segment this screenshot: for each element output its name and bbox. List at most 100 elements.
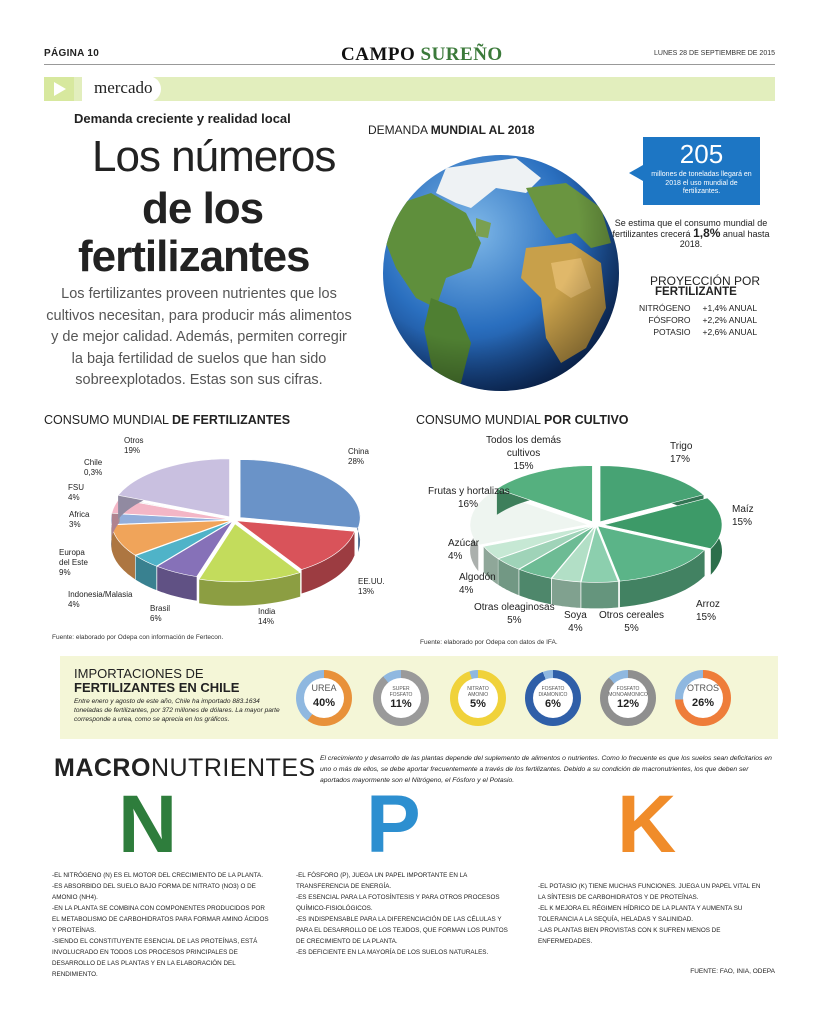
pie2-label: Trigo 17% xyxy=(670,441,693,465)
import-dial-value: 26% xyxy=(691,697,715,709)
macro-title: MACRONUTRIENTES xyxy=(54,754,316,783)
pie2-label: Soya 4% xyxy=(564,610,587,634)
growth-text: Se estima que el consumo mundial de fert… xyxy=(612,218,768,239)
letter-k: K xyxy=(617,779,677,870)
pie-slice-africa xyxy=(110,513,232,525)
projection-title-2: FERTILIZANTE xyxy=(655,286,737,298)
import-dial-otros: OTROS 26% xyxy=(675,670,731,726)
projection-title-1: PROYECCIÓN POR xyxy=(650,274,761,288)
phosphorus-column: -El fósforo (P), juega un papel importan… xyxy=(296,870,508,958)
headline-line-3: fertilizantes xyxy=(78,232,311,281)
projection-row: POTASIO +2,6% ANUAL xyxy=(635,327,761,337)
pie-slice-ee-uu- xyxy=(235,520,355,570)
pie2-label: Maíz 15% xyxy=(732,504,754,528)
growth-note: Se estima que el consumo mundial de fert… xyxy=(612,218,770,249)
pie2-label: Todos los demás cultivos 15% xyxy=(486,435,562,472)
pie-slice-side xyxy=(551,578,581,608)
import-dial-super-fosfato: SUPER FOSFATO 11% xyxy=(373,670,429,726)
play-arrow-icon xyxy=(44,77,74,101)
pie1-label: China 28% xyxy=(348,447,369,466)
pie2-label: Azúcar 4% xyxy=(448,538,480,562)
import-dial-center: FOSFATO DIAMONICO 6% xyxy=(533,678,573,718)
import-dial-center: NITRATO AMONIO 5% xyxy=(458,678,498,718)
import-dial-label: NITRATO AMONIO xyxy=(467,686,489,698)
pie2-label: Frutas y hortalizas 16% xyxy=(428,486,510,510)
nitrogen-column: -El nitrógeno (N) es el motor del crecim… xyxy=(52,870,274,980)
phosphorus-line: -Es indispensable para la diferenciación… xyxy=(296,916,508,945)
headline-line-2: de los xyxy=(142,184,264,233)
pie-slice-trigo xyxy=(599,465,705,523)
macro-title-bold: MACRO xyxy=(54,754,151,782)
demand-stat-callout: 205 millones de toneladas llegará en 201… xyxy=(629,137,760,205)
projection-row: NITRÓGENO +1,4% ANUAL xyxy=(635,303,761,313)
nitrogen-line: -Es absorbido del suelo bajo forma de ni… xyxy=(52,883,256,901)
header-rule xyxy=(44,64,775,65)
import-dial-fosfato-monoamonico: FOSFATO MONOAMONICO 12% xyxy=(600,670,656,726)
pie-slice-otros xyxy=(117,458,230,518)
macro-intro: El crecimiento y desarrollo de las plant… xyxy=(320,755,772,784)
page-number: PÁGINA 10 xyxy=(44,48,100,59)
letter-n: N xyxy=(118,779,178,870)
import-dial-value: 40% xyxy=(312,697,336,709)
chart1-title: CONSUMO MUNDIAL DE FERTILIZANTES xyxy=(44,413,290,427)
nitrogen-line: -Siendo el constituyente esencial de las… xyxy=(52,938,258,978)
imports-text: Entre enero y agosto de este año, Chile … xyxy=(74,698,280,724)
pie1-label: Brasil 6% xyxy=(150,604,171,623)
projection-value: +2,2% ANUAL xyxy=(702,315,758,325)
pie2-label: Arroz 15% xyxy=(696,599,720,623)
import-dial-center: UREA 40% xyxy=(304,678,344,718)
import-dial-label: UREA xyxy=(311,683,337,693)
pie1-label: India 14% xyxy=(258,607,276,626)
nitrogen-line: -El nitrógeno (N) es el motor del crecim… xyxy=(52,872,263,879)
pie-chart-cultivos xyxy=(469,465,723,609)
section-label: mercado xyxy=(82,76,161,102)
pie1-label: EE.UU. 13% xyxy=(358,577,385,596)
import-dial-center: FOSFATO MONOAMONICO 12% xyxy=(608,678,648,718)
pie-slice-otras-oleaginosas xyxy=(518,525,595,579)
brand-part-b: SUREÑO xyxy=(420,44,503,65)
demand-title-a: DEMANDA xyxy=(368,123,431,137)
pie-slice-side xyxy=(519,569,551,605)
potassium-line: -El potasio (K) tiene muchas funciones. … xyxy=(538,883,761,901)
pie-slice-az-car xyxy=(483,525,594,559)
pie-slice-indonesia-malasia xyxy=(134,520,232,567)
imports-title-2: FERTILIZANTES EN CHILE xyxy=(74,680,240,695)
chart1-title-b: DE FERTILIZANTES xyxy=(172,413,291,427)
projection-name: NITRÓGENO xyxy=(639,303,691,313)
pie-slice-ma-z xyxy=(603,497,723,550)
pie2-label: Otras oleaginosas 5% xyxy=(474,602,555,626)
projection-name: POTASIO xyxy=(653,327,691,337)
demand-stat-number: 205 xyxy=(679,139,724,169)
footer-source: FUENTE: FAO, INIA, ODEPA xyxy=(690,968,775,975)
demand-stat-text: millones de toneladas llegará en 2018 el… xyxy=(651,171,752,195)
import-dial-label: SUPER FOSFATO xyxy=(389,686,413,698)
growth-value: 1,8% xyxy=(693,226,721,240)
issue-date: LUNES 28 DE SEPTIEMBRE DE 2015 xyxy=(654,50,775,57)
demand-title: DEMANDA MUNDIAL AL 2018 xyxy=(368,123,535,137)
import-dial-center: OTROS 26% xyxy=(683,678,723,718)
demand-title-b: MUNDIAL AL 2018 xyxy=(430,123,535,137)
headline-line-1: Los números xyxy=(92,132,336,181)
potassium-line: -El K mejora el régimen hídrico de la pl… xyxy=(538,905,743,923)
potassium-column: -El potasio (K) tiene muchas funciones. … xyxy=(538,881,764,947)
pie1-label: Europa del Este 9% xyxy=(59,548,88,577)
pie-slice-side xyxy=(199,572,301,606)
import-dial-nitrato-amonio: NITRATO AMONIO 5% xyxy=(450,670,506,726)
pie1-label: Otros 19% xyxy=(124,436,144,455)
projection-value: +1,4% ANUAL xyxy=(702,303,758,313)
pie1-label: Indonesia/Malasia 4% xyxy=(68,590,133,609)
globe-illustration xyxy=(383,155,619,391)
section-bar xyxy=(44,77,775,101)
pie-chart-fertilizantes xyxy=(110,458,361,606)
import-dial-label: OTROS xyxy=(686,683,719,693)
pie-slice-otros-cereales xyxy=(580,525,619,583)
pie-slice-side xyxy=(581,581,619,609)
chart1-title-a: CONSUMO MUNDIAL xyxy=(44,413,173,427)
import-dial-label: FOSFATO DIAMONICO xyxy=(538,686,568,698)
phosphorus-line: -El fósforo (P), juega un papel importan… xyxy=(296,872,467,890)
chart2-title-a: CONSUMO MUNDIAL xyxy=(416,413,545,427)
pie-slice-india xyxy=(198,523,301,583)
chart2-title: CONSUMO MUNDIAL POR CULTIVO xyxy=(416,413,629,427)
pie-slice-arroz xyxy=(597,525,706,582)
article-lead: Los fertilizantes proveen nutrientes que… xyxy=(46,286,352,388)
